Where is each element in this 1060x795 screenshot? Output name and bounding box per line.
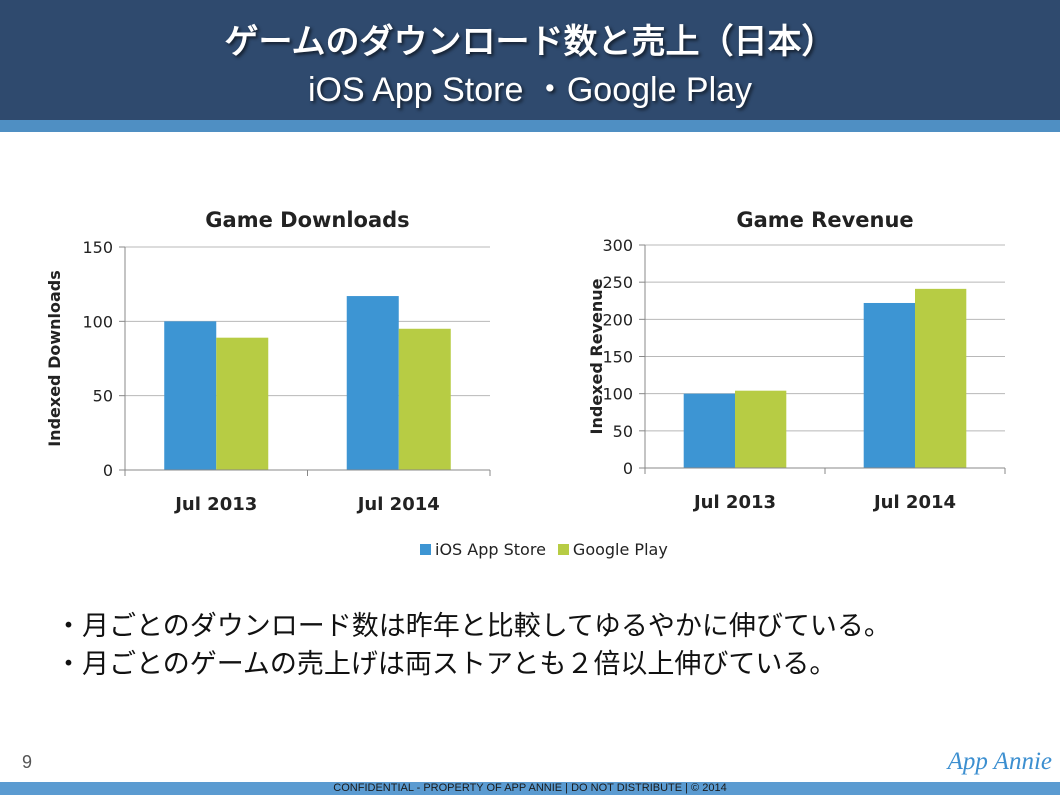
chart-title: Game Downloads xyxy=(205,208,409,232)
header-stripe xyxy=(0,120,1060,132)
y-tick-label: 100 xyxy=(82,312,113,331)
bar-google xyxy=(398,328,451,470)
bar-ios xyxy=(164,321,217,470)
page-number: 9 xyxy=(22,752,33,772)
bar-google xyxy=(735,390,787,468)
game-revenue-chart: Game Revenue 0 50 100 150 200 250 300 Indexed Re… xyxy=(587,208,1006,513)
y-tick-label: 0 xyxy=(623,459,633,478)
bar-google xyxy=(915,288,967,468)
y-tick-label: 150 xyxy=(602,348,633,367)
legend-swatch-google xyxy=(557,543,569,555)
x-category-label: Jul 2014 xyxy=(356,494,440,515)
game-downloads-chart: Game Downloads 0 50 100 150 Indexed Downloads… xyxy=(45,208,491,515)
bar-google xyxy=(216,337,269,470)
chart-title: Game Revenue xyxy=(736,208,913,232)
legend-label-ios: iOS App Store xyxy=(435,539,546,559)
slide-subtitle: iOS App Store ・Google Play xyxy=(307,71,753,109)
slide-header xyxy=(0,0,1060,120)
x-category-label: Jul 2013 xyxy=(692,492,776,513)
legend-label-google: Google Play xyxy=(572,539,668,559)
y-tick-label: 250 xyxy=(602,273,633,292)
bar-ios xyxy=(683,393,735,468)
y-tick-label: 300 xyxy=(602,236,633,255)
bullet-item: ・月ごとのダウンロード数は昨年と比較してゆるやかに伸びている。 xyxy=(55,611,891,642)
legend-swatch-ios xyxy=(420,543,431,555)
bullet-list: ・月ごとのダウンロード数は昨年と比較してゆるやかに伸びている。 ・月ごとのゲーム… xyxy=(55,608,1035,684)
y-tick-label: 0 xyxy=(103,461,113,480)
x-category-label: Jul 2013 xyxy=(173,494,257,515)
confidential-notice: CONFIDENTIAL - PROPERTY OF APP ANNIE | D… xyxy=(333,782,727,794)
bullet-item: ・月ごとのゲームの売上げは両ストアとも２倍以上伸びている。 xyxy=(55,649,837,680)
y-tick-label: 50 xyxy=(613,422,633,441)
y-tick-label: 50 xyxy=(93,387,113,406)
y-axis-label: Indexed Revenue xyxy=(587,278,606,434)
app-annie-logo: App Annie xyxy=(947,748,1052,775)
footer-bar xyxy=(0,782,1060,795)
y-tick-label: 100 xyxy=(602,385,633,404)
bar-ios xyxy=(863,302,915,468)
x-category-label: Jul 2014 xyxy=(872,492,956,513)
legend-item-google: Google Play xyxy=(557,539,668,559)
y-axis-label: Indexed Downloads xyxy=(45,270,64,447)
legend-item-ios: iOS App Store xyxy=(420,540,546,559)
y-tick-label: 200 xyxy=(602,310,633,329)
chart-legend: iOS App Store Google Play xyxy=(420,538,680,560)
bar-ios xyxy=(346,296,399,470)
y-tick-label: 150 xyxy=(82,238,113,257)
slide-title: ゲームのダウンロード数と売上（日本） xyxy=(224,22,836,62)
